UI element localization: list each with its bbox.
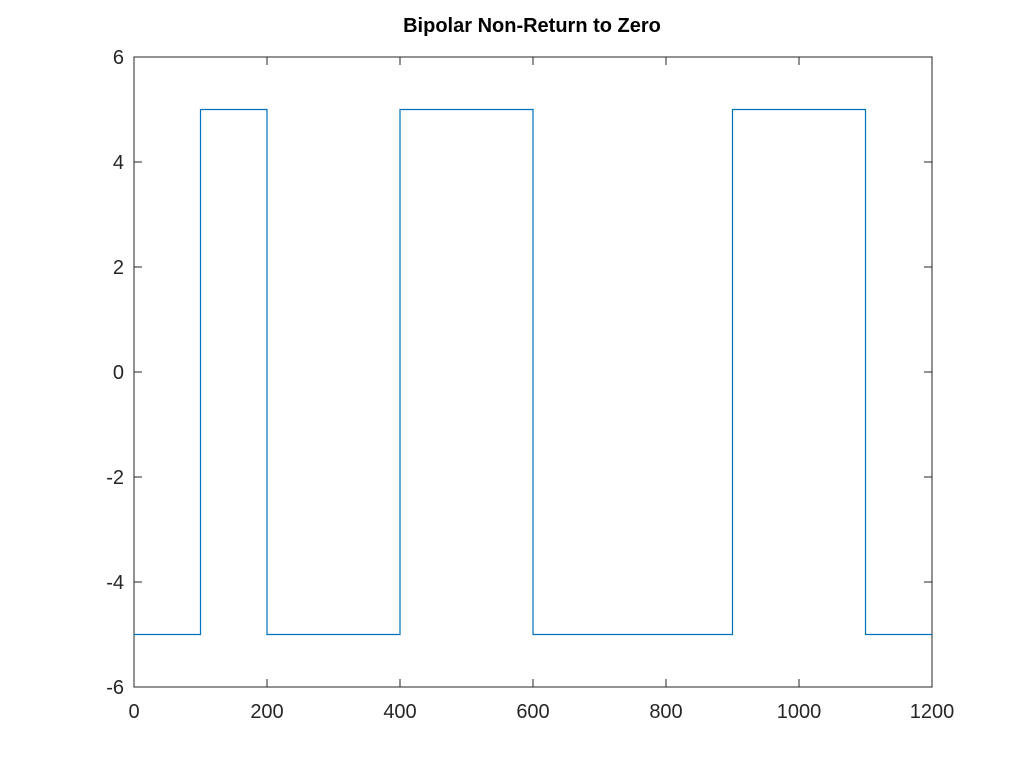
y-tick-label: 2 bbox=[113, 257, 124, 279]
y-tick-label: 4 bbox=[113, 152, 124, 174]
y-tick-label: 6 bbox=[113, 47, 124, 69]
x-tick-label: 1000 bbox=[777, 701, 822, 723]
x-tick-label: 200 bbox=[250, 701, 283, 723]
series-line bbox=[134, 108, 932, 636]
y-tick-label: -6 bbox=[106, 677, 124, 699]
x-tick-label: 800 bbox=[649, 701, 682, 723]
plot-area: 0 200 400 600 800 1000 1200 6 4 2 0 -2 -4 -6 bbox=[106, 47, 954, 723]
y-tick-label: -2 bbox=[106, 467, 124, 489]
x-tick-label: 1200 bbox=[910, 701, 955, 723]
x-tick-label: 0 bbox=[128, 701, 139, 723]
chart-title: Bipolar Non-Return to Zero bbox=[403, 15, 661, 37]
y-tick-label: -4 bbox=[106, 572, 124, 594]
y-tick-label: 0 bbox=[113, 362, 124, 384]
x-tick-label: 400 bbox=[383, 701, 416, 723]
x-tick-label: 600 bbox=[516, 701, 549, 723]
